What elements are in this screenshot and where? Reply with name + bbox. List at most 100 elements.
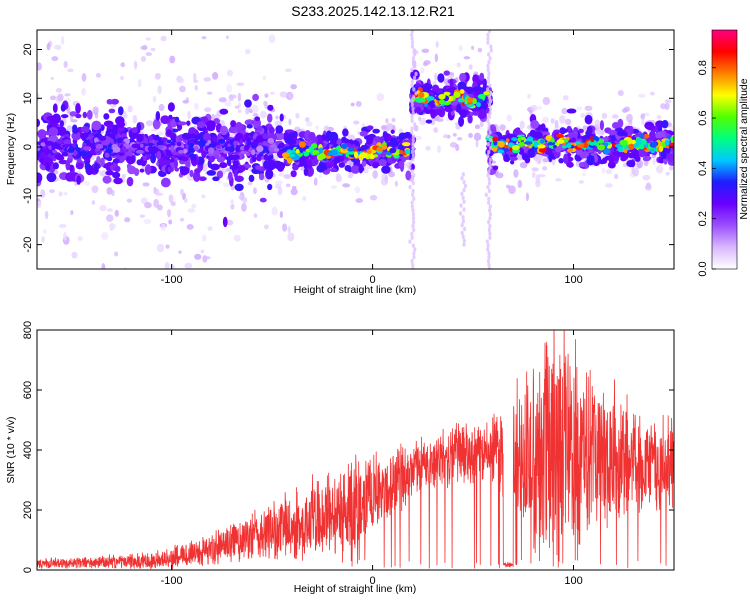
spectrogram-blob <box>111 146 121 153</box>
spectrogram-blob <box>112 158 120 164</box>
spectrogram-blob <box>253 213 258 218</box>
spectrogram-blob <box>405 170 412 181</box>
spectrogram-blob <box>414 91 418 96</box>
spectrogram-blob <box>433 127 439 133</box>
colorbar-gradient <box>712 30 737 269</box>
spectrogram-blob <box>413 52 417 57</box>
spectrogram-blob <box>295 148 300 154</box>
spectrogram-blob <box>626 138 633 145</box>
spectrogram-blob <box>503 144 509 149</box>
spectrogram-blob <box>479 120 484 128</box>
spectrogram-blob <box>84 181 90 186</box>
spectrogram-blob <box>275 180 283 185</box>
spectrogram-blob <box>608 154 613 165</box>
spectrogram-blob <box>415 97 422 103</box>
spectrogram-blob <box>611 114 619 119</box>
spectrogram-blob <box>100 157 105 167</box>
spectrogram-blob <box>252 93 259 102</box>
spectrogram-blob <box>600 153 606 159</box>
spectrogram-blob <box>262 133 268 140</box>
spectrogram-blob <box>553 129 561 134</box>
spectrogram-blob <box>114 251 119 257</box>
spectrogram-blob <box>95 144 104 149</box>
spectrogram-blob <box>628 143 635 150</box>
colorbar-tick-label: 0.4 <box>697 161 709 176</box>
spectrogram-blob <box>525 192 529 202</box>
spectrogram-blob <box>193 102 200 110</box>
spectrogram-blob <box>46 115 56 121</box>
spectrogram-blob <box>412 75 417 81</box>
spectrogram-blob <box>144 201 152 209</box>
colorbar: 0.0 0.2 0.4 0.6 0.8 Normalized spectral ampl… <box>697 29 750 277</box>
spectrogram-blob <box>459 203 463 208</box>
colorbar-tick-label: 0.6 <box>697 110 709 125</box>
spectrogram-blob <box>222 182 230 188</box>
spectrogram-blob <box>279 91 288 98</box>
spectrogram-blob <box>121 145 127 152</box>
spectrogram-blob <box>207 147 215 154</box>
spectrogram-blob <box>491 160 496 164</box>
spectrogram-blob <box>64 93 71 97</box>
spectrogram-blob <box>75 113 82 119</box>
spectrogram-blob <box>329 167 338 173</box>
spectrogram-blob <box>75 162 84 170</box>
spectrogram-blob <box>670 136 674 142</box>
spectrogram-blob <box>269 91 276 95</box>
spectrogram-blob <box>207 226 213 231</box>
spectrogram-blob <box>165 244 170 249</box>
spectrogram-blob <box>288 118 292 126</box>
spectrogram-blob <box>79 150 88 157</box>
spectrogram-blob <box>408 161 412 166</box>
spectrogram-blob <box>410 40 415 45</box>
spectrogram-blob <box>298 141 306 148</box>
spectrogram-blob <box>487 251 491 256</box>
spectrogram-blob <box>531 167 539 172</box>
spectrogram-blob <box>233 169 238 179</box>
spectrogram-blob <box>166 143 172 148</box>
spectrogram-blob <box>86 109 93 120</box>
spectrogram-blob <box>69 111 77 117</box>
spectrogram-blob <box>167 102 175 112</box>
spectrogram-blob <box>217 179 222 184</box>
spectrogram-blob <box>178 250 182 254</box>
spectrogram-blob <box>488 161 492 166</box>
spectrogram-blob <box>226 219 234 226</box>
spectrogram-blob <box>411 180 415 186</box>
spectrogram-blob <box>275 115 279 120</box>
spectrogram-blob <box>410 32 414 38</box>
spectrogram-blob <box>379 136 385 142</box>
spectrogram-blob <box>456 62 461 68</box>
spectrogram-blob <box>193 145 199 152</box>
spectrogram-blob <box>590 138 595 143</box>
spectrogram-blob <box>411 157 415 162</box>
spectrogram-blob <box>139 168 145 173</box>
spectrogram-y-axis-label: Frequency (Hz) <box>5 113 17 185</box>
figure-title: S233.2025.142.13.12.R21 <box>291 3 455 19</box>
spectrogram-blob <box>65 172 75 182</box>
spectrogram-blob <box>160 177 171 188</box>
spectrogram-blob <box>518 147 525 155</box>
spectrogram-blob <box>166 129 172 135</box>
spectrogram-blob <box>79 133 87 139</box>
spectrogram-blob <box>154 72 161 80</box>
spectrogram-blob <box>489 44 493 49</box>
spectrogram-blob <box>282 223 288 232</box>
spectrogram-blob <box>586 126 593 136</box>
spectrogram-blob <box>556 139 565 144</box>
spectrogram-blob <box>531 171 536 179</box>
spectrogram-blob <box>488 130 492 135</box>
spectrogram-blob <box>664 139 670 146</box>
spectrogram-blob <box>106 187 113 195</box>
spectrogram-blob <box>640 113 646 121</box>
spectrogram-blob <box>361 160 367 167</box>
spectrogram-blob <box>355 101 362 107</box>
spectrogram-blob <box>44 210 49 220</box>
spectrogram-blob <box>285 183 291 188</box>
spectrogram-blob <box>292 164 299 171</box>
spectrogram-blob <box>394 180 398 187</box>
spectrogram-blob <box>517 154 524 161</box>
spectrogram-blob <box>522 154 530 161</box>
spectrogram-blob <box>535 179 541 188</box>
spectrogram-blob <box>485 239 489 244</box>
